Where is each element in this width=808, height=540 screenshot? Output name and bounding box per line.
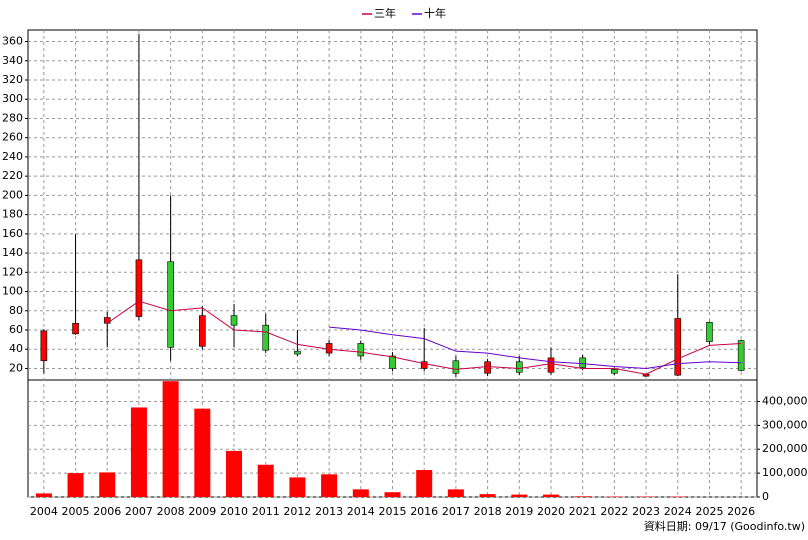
ma-line xyxy=(106,300,742,375)
volume-tick-label: 200,000 xyxy=(762,442,808,455)
y-tick-label: 20 xyxy=(9,361,23,374)
volume-bar xyxy=(162,381,179,497)
volume-bar xyxy=(574,496,591,497)
candle-body xyxy=(611,369,618,374)
legend-label: 十年 xyxy=(424,6,446,20)
x-tick-label: 2004 xyxy=(30,505,58,518)
candle-body xyxy=(294,350,301,355)
x-tick-label: 2008 xyxy=(157,505,185,518)
volume-bar xyxy=(289,477,306,497)
y-tick-label: 120 xyxy=(2,265,23,278)
candle-body xyxy=(737,340,745,371)
candle-body xyxy=(547,357,555,373)
x-tick-label: 2022 xyxy=(600,505,628,518)
candle-body xyxy=(706,322,713,342)
ma-line xyxy=(329,326,742,369)
y-tick-label: 180 xyxy=(2,208,23,221)
candle-body xyxy=(199,315,206,347)
x-tick-label: 2014 xyxy=(347,505,375,518)
volume-tick-label: 300,000 xyxy=(762,418,808,431)
candle-body xyxy=(72,322,79,335)
volume-bar xyxy=(352,489,369,497)
candle-body xyxy=(325,343,333,354)
x-tick-label: 2007 xyxy=(125,505,153,518)
volume-bar xyxy=(447,489,464,497)
x-tick-label: 2024 xyxy=(664,505,692,518)
candle-body xyxy=(135,259,143,317)
volume-bar xyxy=(99,472,116,497)
candle-body xyxy=(167,261,174,348)
x-tick-label: 2011 xyxy=(252,505,280,518)
x-tick-label: 2006 xyxy=(93,505,121,518)
volume-bar xyxy=(321,474,338,497)
x-tick-label: 2021 xyxy=(569,505,597,518)
candle-body xyxy=(579,357,586,368)
x-tick-label: 2017 xyxy=(442,505,470,518)
x-tick-label: 2026 xyxy=(727,505,755,518)
candle-body xyxy=(389,355,396,369)
y-tick-label: 40 xyxy=(9,342,23,355)
candle-body xyxy=(484,361,491,374)
volume-bar xyxy=(257,464,274,497)
y-tick-label: 280 xyxy=(2,111,23,124)
candle-body xyxy=(452,360,460,374)
y-tick-label: 300 xyxy=(2,92,23,105)
x-tick-label: 2013 xyxy=(315,505,343,518)
footer: 資料日期: 09/17 (Goodinfo.tw) xyxy=(644,519,805,533)
y-tick-label: 240 xyxy=(2,150,23,163)
x-tick-label: 2020 xyxy=(537,505,565,518)
y-tick-label: 80 xyxy=(9,304,23,317)
volume-bar xyxy=(384,492,401,497)
x-tick-label: 2018 xyxy=(474,505,502,518)
y-tick-label: 140 xyxy=(2,246,23,259)
y-tick-label: 360 xyxy=(2,35,23,48)
volume-bar xyxy=(542,494,559,497)
candle-body xyxy=(515,361,523,373)
x-tick-label: 2016 xyxy=(410,505,438,518)
y-tick-label: 260 xyxy=(2,131,23,144)
volume-bar xyxy=(479,494,496,497)
x-tick-label: 2015 xyxy=(379,505,407,518)
x-tick-label: 2023 xyxy=(632,505,660,518)
x-tick-label: 2025 xyxy=(695,505,723,518)
x-tick-label: 2005 xyxy=(62,505,90,518)
candle-body xyxy=(40,330,48,362)
y-tick-label: 340 xyxy=(2,54,23,67)
x-tick-label: 2019 xyxy=(505,505,533,518)
y-tick-label: 320 xyxy=(2,73,23,86)
volume-tick-label: 0 xyxy=(762,490,769,503)
y-tick-label: 60 xyxy=(9,323,23,336)
volume-bar xyxy=(511,494,528,497)
volume-bar xyxy=(416,470,433,497)
candle-body xyxy=(262,324,270,351)
x-tick-label: 2010 xyxy=(220,505,248,518)
y-tick-label: 100 xyxy=(2,285,23,298)
volume-tick-label: 100,000 xyxy=(762,466,808,479)
y-tick-label: 220 xyxy=(2,169,23,182)
y-tick-label: 200 xyxy=(2,188,23,201)
candle-body xyxy=(674,318,682,376)
candle-body xyxy=(230,315,238,326)
volume-bar xyxy=(67,473,84,497)
volume-tick-label: 400,000 xyxy=(762,394,808,407)
legend-label: 三年 xyxy=(374,6,396,20)
volume-bar xyxy=(35,493,52,497)
volume-bar xyxy=(194,408,211,497)
candle-body xyxy=(420,361,428,369)
volume-bar xyxy=(130,407,147,497)
volume-bar xyxy=(226,450,243,497)
candle-body xyxy=(357,343,365,357)
x-tick-label: 2012 xyxy=(283,505,311,518)
y-tick-label: 160 xyxy=(2,227,23,240)
x-tick-label: 2009 xyxy=(188,505,216,518)
